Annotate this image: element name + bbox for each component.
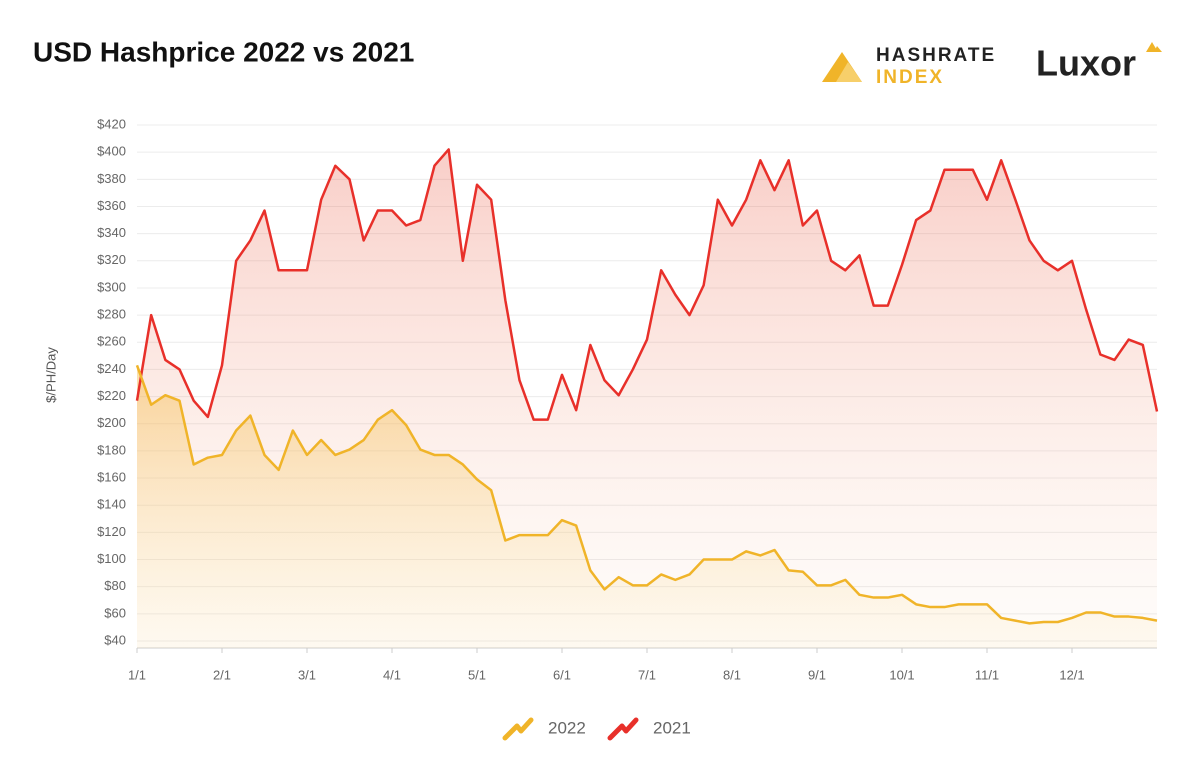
x-tick-label: 3/1: [298, 667, 316, 682]
x-tick-label: 9/1: [808, 667, 826, 682]
y-tick-label: $260: [97, 334, 126, 349]
legend-label: 2021: [653, 718, 691, 737]
x-tick-label: 5/1: [468, 667, 486, 682]
y-tick-label: $200: [97, 415, 126, 430]
y-tick-label: $420: [97, 116, 126, 131]
x-tick-label: 11/1: [975, 667, 999, 682]
y-tick-label: $320: [97, 252, 126, 267]
logo-text: HASHRATE: [876, 45, 996, 66]
x-tick-label: 1/1: [128, 667, 146, 682]
y-tick-label: $300: [97, 279, 126, 294]
y-tick-label: $80: [104, 578, 126, 593]
legend-icon: [607, 717, 639, 741]
y-tick-label: $380: [97, 171, 126, 186]
logo-icon: [836, 62, 862, 82]
x-tick-label: 7/1: [638, 667, 656, 682]
legend-icon: [502, 717, 534, 741]
y-tick-label: $360: [97, 198, 126, 213]
x-tick-label: 2/1: [213, 667, 231, 682]
x-tick-label: 6/1: [553, 667, 571, 682]
x-tick-label: 4/1: [383, 667, 401, 682]
y-tick-label: $40: [104, 632, 126, 647]
x-tick-label: 10/1: [889, 667, 914, 682]
line: [135, 364, 1158, 625]
y-tick-label: $400: [97, 144, 126, 159]
luxor-icon: [1146, 42, 1162, 52]
y-tick-label: $180: [97, 442, 126, 457]
y-tick-label: $340: [97, 225, 126, 240]
y-tick-label: $60: [104, 605, 126, 620]
area: [137, 365, 1157, 648]
y-tick-label: $100: [97, 551, 126, 566]
y-axis-label: $/PH/Day: [43, 347, 58, 403]
hashrate-logo: HASHRATE INDEX: [822, 45, 996, 88]
y-tick-label: $220: [97, 388, 126, 403]
luxor-logo: Luxor: [1036, 43, 1136, 84]
legend-label: 2022: [548, 718, 586, 737]
x-tick-label: 8/1: [723, 667, 741, 682]
y-tick-label: $280: [97, 307, 126, 322]
line: [135, 148, 1159, 421]
y-tick-label: $160: [97, 469, 126, 484]
logo-text: INDEX: [876, 67, 944, 88]
chart-title: USD Hashprice 2022 vs 2021: [33, 36, 414, 67]
y-tick-label: $120: [97, 524, 126, 539]
y-tick-label: $240: [97, 361, 126, 376]
y-tick-label: $140: [97, 497, 126, 512]
x-tick-label: 12/1: [1059, 667, 1084, 682]
